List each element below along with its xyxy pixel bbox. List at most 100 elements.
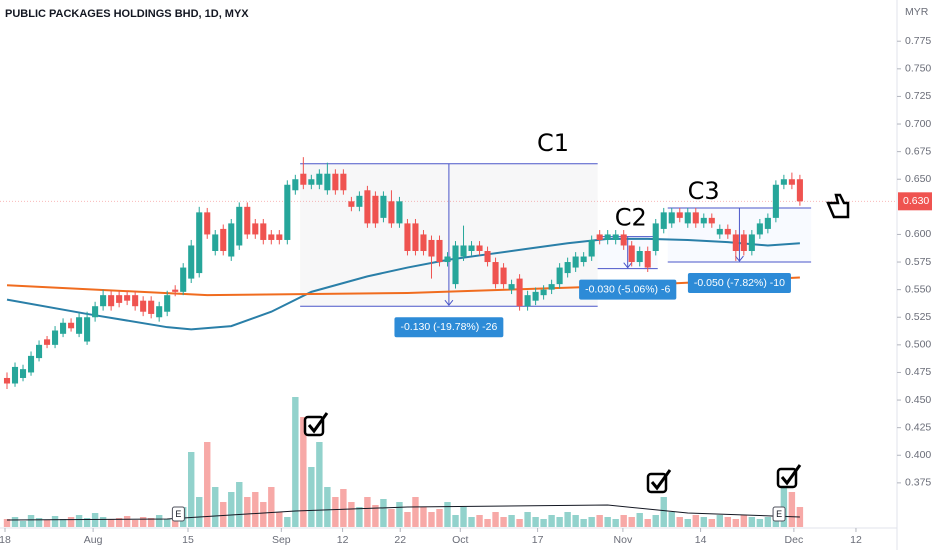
y-tick-label: 0.750 (905, 63, 931, 75)
candle-body (308, 179, 315, 185)
y-tick-label: 0.400 (905, 449, 931, 461)
volume-bar (99, 517, 107, 527)
candle-body (68, 322, 75, 329)
volume-bar (308, 467, 315, 527)
volume-bar (340, 489, 347, 527)
volume-bar (452, 515, 459, 527)
y-tick-label: 0.550 (905, 283, 931, 295)
x-tick-label: 18 (0, 534, 11, 546)
event-label: E (776, 509, 782, 519)
volume-bar (780, 482, 788, 527)
candle-body (92, 306, 99, 318)
candle-body (148, 300, 155, 314)
volume-bar (588, 517, 595, 527)
y-tick-label: 0.775 (905, 35, 931, 47)
arrow-head (444, 299, 454, 307)
volume-bar (732, 519, 740, 527)
volume-bar (604, 517, 611, 527)
volume-bar (572, 515, 579, 527)
check-icon (646, 469, 672, 494)
volume-bar (700, 517, 707, 527)
candle-body (108, 295, 115, 307)
candle-body (404, 223, 411, 251)
volume-bar (436, 509, 443, 527)
volume-bar (684, 519, 691, 527)
volume-bar (276, 512, 283, 527)
volume-bar (67, 517, 75, 527)
x-tick-label: 12 (337, 534, 349, 546)
candle-body (540, 289, 547, 296)
candle-body (188, 245, 195, 279)
volume-bar (123, 516, 131, 527)
volume-bar (580, 519, 587, 527)
candle-body (100, 295, 107, 307)
last-price-tag (898, 192, 932, 211)
volume-bar (252, 492, 259, 527)
measure-box (579, 279, 677, 300)
volume-bar (788, 492, 796, 527)
volume-bar (500, 517, 507, 527)
candle-body (52, 330, 59, 345)
candle-body (516, 278, 523, 307)
candle-body (348, 201, 355, 207)
volume-bar (548, 515, 555, 527)
y-tick-label: 0.650 (905, 173, 931, 185)
volume-bar (188, 452, 195, 527)
check-icon (303, 412, 329, 437)
volume-bar (115, 518, 123, 527)
arrow-head (735, 255, 744, 262)
volume-bar (348, 502, 355, 527)
volume-bar (388, 509, 395, 527)
candle-body (84, 317, 91, 342)
volume-bar (91, 513, 99, 527)
volume-bar (756, 519, 764, 527)
volume-bar (660, 497, 667, 527)
candle-body (276, 234, 283, 240)
currency: MYR (905, 6, 929, 18)
volume-bar (244, 497, 251, 527)
y-tick-label: 0.725 (905, 90, 931, 102)
y-tick-label: 0.600 (905, 228, 931, 240)
candle-body (740, 234, 747, 251)
candle-body (572, 256, 579, 268)
measure-label: -0.130 (-19.78%) -26 (394, 317, 504, 338)
volume-bar (740, 515, 748, 527)
volume-bar (83, 518, 91, 527)
volume-bar (492, 512, 499, 527)
volume-bar (51, 516, 59, 527)
event-box (772, 506, 786, 522)
icons (303, 193, 850, 494)
candle-body (524, 295, 531, 307)
volume-bar (724, 517, 732, 527)
volume-bar (43, 520, 51, 527)
measure-box (687, 273, 791, 294)
measure-box (394, 317, 504, 338)
x-tick-label: 17 (532, 534, 544, 546)
candle-body (732, 234, 739, 251)
volume-bar (228, 492, 235, 527)
candle-body (444, 256, 451, 263)
volume-bar (284, 517, 291, 527)
y-tick-label: 0.525 (905, 311, 931, 323)
volume-bar (107, 519, 115, 527)
volume-bar (516, 519, 523, 527)
candle-body (260, 223, 267, 240)
x-tick-label: Dec (785, 534, 804, 546)
candle-body (484, 250, 491, 263)
candle-body (156, 306, 163, 318)
candle-body (300, 173, 307, 185)
candle-body (556, 267, 563, 285)
candle-body (636, 250, 643, 263)
volume-bar (764, 517, 772, 527)
candle-body (364, 190, 371, 224)
candle-body (644, 250, 651, 268)
volume-bar (332, 497, 339, 527)
measure-text: -0.050 (-7.82%) -10 (694, 277, 785, 289)
candle-body (772, 184, 779, 218)
candle-body (332, 173, 339, 191)
candle-body (700, 217, 707, 224)
last-price-label: 0.630 (903, 195, 929, 207)
candle-body (508, 284, 515, 290)
check-icon (776, 464, 802, 489)
